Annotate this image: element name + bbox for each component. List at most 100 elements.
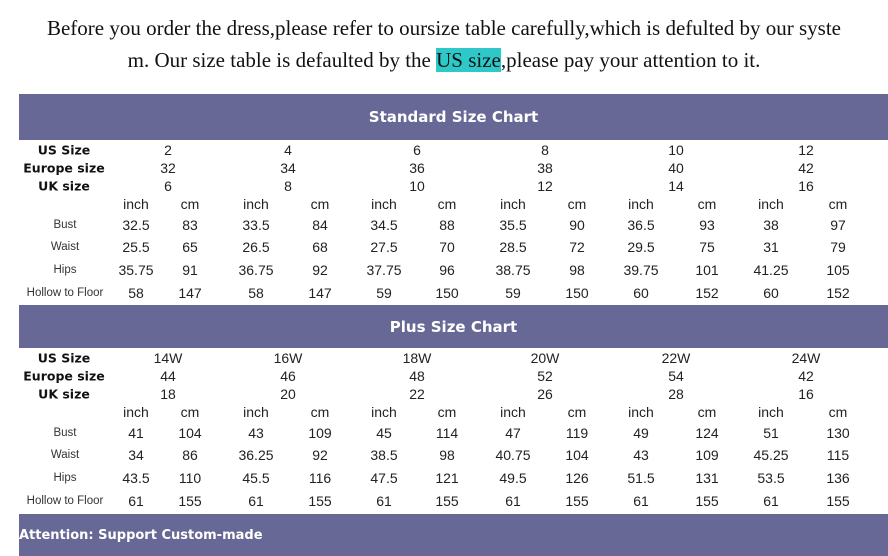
row-label: Europe size	[23, 368, 105, 384]
measure-cell: 27.5	[370, 239, 398, 255]
us-size-highlight: US size	[436, 48, 501, 72]
measure-label: Hollow to Floor	[26, 287, 104, 299]
measure-cell: 45.5	[242, 470, 270, 486]
size-cell: 36	[409, 160, 425, 176]
measure-cell: 116	[308, 470, 332, 486]
measure-cell: 53.5	[757, 470, 785, 486]
unit-header: inch	[371, 196, 397, 212]
measure-cell: 91	[182, 262, 198, 278]
unit-header: inch	[628, 196, 654, 212]
unit-header: inch	[500, 404, 526, 420]
size-cell: 10	[409, 178, 425, 194]
measure-cell: 104	[565, 447, 589, 463]
measure-cell: 93	[699, 217, 715, 233]
measure-cell: 68	[312, 239, 328, 255]
measure-cell: 98	[569, 262, 585, 278]
unit-header: inch	[371, 404, 397, 420]
measure-cell: 36.5	[627, 217, 655, 233]
size-cell: 26	[537, 386, 553, 402]
measure-cell: 28.5	[499, 239, 527, 255]
measure-cell: 105	[826, 262, 850, 278]
row-label: Europe size	[23, 160, 105, 176]
measure-cell: 45.25	[753, 447, 789, 463]
measure-cell: 35.5	[499, 217, 527, 233]
size-cell: 24W	[791, 350, 821, 366]
unit-header: inch	[628, 404, 654, 420]
measure-cell: 150	[565, 285, 589, 301]
unit-header: inch	[758, 404, 784, 420]
measure-cell: 96	[439, 262, 455, 278]
measure-cell: 155	[308, 493, 332, 509]
measure-cell: 75	[699, 239, 715, 255]
size-cell: 32	[160, 160, 176, 176]
size-cell: 20	[280, 386, 296, 402]
size-cell: 34	[280, 160, 296, 176]
measure-label: Bust	[53, 219, 77, 231]
measure-cell: 61	[763, 493, 779, 509]
size-cell: 10	[668, 142, 684, 158]
size-cell: 28	[668, 386, 684, 402]
size-cell: 42	[798, 368, 814, 384]
size-cell: 52	[537, 368, 553, 384]
size-cell: 20W	[530, 350, 560, 366]
unit-header: cm	[828, 404, 848, 420]
size-cell: 8	[284, 178, 292, 194]
size-cell: 12	[537, 178, 553, 194]
unit-header: cm	[697, 196, 717, 212]
measure-cell: 155	[565, 493, 589, 509]
measure-cell: 115	[826, 447, 850, 463]
measure-cell: 43	[633, 447, 649, 463]
measure-cell: 34	[128, 447, 144, 463]
measure-cell: 61	[505, 493, 521, 509]
measure-cell: 150	[435, 285, 459, 301]
measure-cell: 98	[439, 447, 455, 463]
size-cell: 22W	[661, 350, 691, 366]
measure-cell: 33.5	[242, 217, 270, 233]
measure-label: Hips	[53, 472, 77, 484]
measure-cell: 110	[178, 470, 202, 486]
measure-cell: 47.5	[370, 470, 398, 486]
measure-cell: 43.5	[122, 470, 150, 486]
size-cell: 18	[160, 386, 176, 402]
size-cell: 54	[668, 368, 684, 384]
measure-cell: 31	[763, 239, 779, 255]
size-cell: 14	[668, 178, 684, 194]
measure-cell: 70	[439, 239, 455, 255]
row-label: UK size	[38, 386, 90, 402]
measure-cell: 36.25	[238, 447, 274, 463]
unit-header: cm	[310, 404, 330, 420]
intro-line-1: Before you order the dress,please refer …	[46, 16, 841, 40]
standard-size-chart-banner: Standard Size Chart	[19, 94, 888, 140]
measure-cell: 152	[826, 285, 850, 301]
size-cell: 42	[798, 160, 814, 176]
measure-cell: 43	[248, 425, 264, 441]
measure-label: Waist	[50, 449, 80, 461]
measure-cell: 45	[376, 425, 392, 441]
measure-cell: 47	[505, 425, 521, 441]
measure-cell: 155	[695, 493, 719, 509]
unit-header: inch	[500, 196, 526, 212]
unit-header: cm	[180, 404, 200, 420]
measure-cell: 36.75	[238, 262, 274, 278]
measure-label: Waist	[50, 241, 80, 253]
measure-cell: 61	[633, 493, 649, 509]
measure-cell: 38.75	[495, 262, 531, 278]
measure-cell: 34.5	[370, 217, 398, 233]
measure-cell: 49	[633, 425, 649, 441]
measure-cell: 26.5	[242, 239, 270, 255]
measure-cell: 130	[826, 425, 850, 441]
size-cell: 40	[668, 160, 684, 176]
attention-banner: Attention: Support Custom-made	[19, 514, 888, 556]
size-cell: 16W	[273, 350, 303, 366]
measure-cell: 155	[178, 493, 202, 509]
measure-cell: 40.75	[495, 447, 531, 463]
row-label: US Size	[37, 142, 91, 158]
unit-header: cm	[180, 196, 200, 212]
intro-text: m. Our size table is defaulted by the	[127, 48, 437, 72]
measure-cell: 119	[565, 425, 589, 441]
measure-cell: 92	[312, 262, 328, 278]
measure-cell: 61	[376, 493, 392, 509]
measure-cell: 38.5	[370, 447, 398, 463]
measure-cell: 155	[826, 493, 850, 509]
measure-cell: 83	[182, 217, 198, 233]
